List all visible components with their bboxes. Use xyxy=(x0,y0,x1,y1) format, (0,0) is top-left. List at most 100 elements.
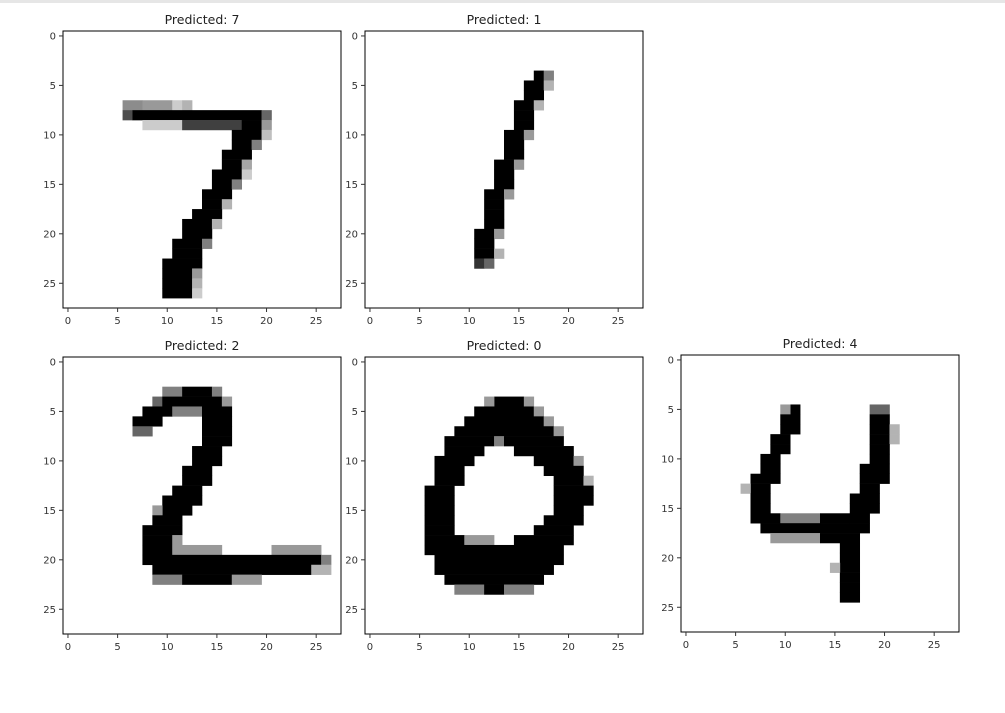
pixel-run xyxy=(211,218,223,230)
pixel-run xyxy=(504,189,515,200)
y-tick-label: 5 xyxy=(352,81,358,92)
pixel-run xyxy=(192,268,203,279)
pixel-run xyxy=(859,463,890,475)
pixel-run xyxy=(750,493,771,504)
x-tick-label: 15 xyxy=(829,640,842,651)
pixel-run xyxy=(484,258,495,269)
pixel-run xyxy=(484,199,505,210)
pixel-run xyxy=(464,535,495,546)
pixel-run xyxy=(533,525,574,536)
pixel-run xyxy=(504,436,564,447)
pixel-run xyxy=(241,169,252,180)
y-tick-label: 25 xyxy=(345,605,358,616)
pixel-run xyxy=(211,386,223,397)
y-tick-label: 0 xyxy=(668,355,674,366)
x-tick-label: 5 xyxy=(416,316,422,327)
panel-title: Predicted: 1 xyxy=(467,12,542,27)
digit-image xyxy=(424,396,594,595)
cell-output-top-border xyxy=(0,0,1005,3)
pixel-run xyxy=(553,426,564,437)
pixel-run xyxy=(740,483,751,494)
pixel-run xyxy=(424,495,455,506)
pixel-run xyxy=(849,493,880,504)
y-tick-label: 20 xyxy=(43,555,56,566)
pixel-run xyxy=(434,455,475,467)
pixel-run xyxy=(261,110,272,121)
y-tick-label: 20 xyxy=(345,555,358,566)
pixel-run xyxy=(424,505,455,516)
pixel-run xyxy=(132,416,163,427)
pixel-run xyxy=(271,544,322,556)
pixel-run xyxy=(182,465,213,477)
pixel-run xyxy=(231,139,252,151)
pixel-run xyxy=(424,525,455,536)
pixel-run xyxy=(504,584,535,595)
pixel-run xyxy=(474,406,535,417)
pixel-run xyxy=(182,120,243,131)
pixel-run xyxy=(152,505,163,516)
pixel-run xyxy=(543,70,554,81)
x-tick-label: 15 xyxy=(513,642,526,653)
x-tick-label: 25 xyxy=(310,642,323,653)
pixel-run xyxy=(573,455,584,467)
pixel-run xyxy=(839,562,861,573)
pixel-run xyxy=(533,70,545,81)
panel-background xyxy=(681,355,959,632)
pixel-run xyxy=(261,129,272,141)
panel-frame xyxy=(62,356,342,635)
pixel-run xyxy=(231,179,243,190)
x-tick-label: 5 xyxy=(114,316,120,327)
pixel-run xyxy=(780,424,801,435)
pixel-run xyxy=(869,444,890,455)
pixel-run xyxy=(494,228,505,240)
pixel-run xyxy=(132,110,262,121)
pixel-run xyxy=(162,288,193,299)
x-tick-label: 0 xyxy=(367,316,373,327)
pixel-run xyxy=(162,495,203,506)
pixel-run xyxy=(152,515,183,526)
y-tick-label: 25 xyxy=(661,603,674,614)
panel-frame xyxy=(680,354,960,633)
pixel-run xyxy=(889,434,900,445)
pixel-run xyxy=(760,463,781,475)
pixel-run xyxy=(494,436,505,447)
pixel-run xyxy=(780,404,791,415)
y-tick-label: 10 xyxy=(661,454,674,465)
y-tick-label: 5 xyxy=(50,407,56,418)
pixel-run xyxy=(543,80,554,91)
panel-4: Predicted: 0 0 5 10 15 20 25 0 5 10 15 20 25 xyxy=(345,338,644,653)
pixel-run xyxy=(869,424,890,435)
y-tick-label: 10 xyxy=(345,456,358,467)
pixel-run xyxy=(182,475,213,486)
y-tick-label: 15 xyxy=(345,506,358,517)
pixel-run xyxy=(211,169,243,180)
pixel-run xyxy=(424,535,465,546)
pixel-run xyxy=(321,554,332,566)
pixel-run xyxy=(162,505,193,516)
pixel-run xyxy=(543,416,554,427)
pixel-run xyxy=(750,473,781,484)
pixel-run xyxy=(780,513,821,524)
pixel-run xyxy=(553,485,594,496)
panel-1: Predicted: 7 0 5 10 15 20 25 0 5 10 15 20 25 xyxy=(43,12,342,327)
pixel-run xyxy=(474,228,495,240)
y-tick-label: 10 xyxy=(43,130,56,141)
y-tick-label: 5 xyxy=(352,407,358,418)
pixel-run xyxy=(494,248,505,259)
pixel-run xyxy=(494,159,515,170)
pixel-run xyxy=(444,446,485,457)
pixel-run xyxy=(513,446,574,457)
pixel-run xyxy=(182,228,213,240)
digit-image xyxy=(740,404,900,603)
y-tick-label: 20 xyxy=(43,229,56,240)
pixel-run xyxy=(162,268,193,279)
y-tick-label: 0 xyxy=(50,31,56,42)
pixel-run xyxy=(434,564,554,575)
y-tick-label: 10 xyxy=(345,130,358,141)
pixel-run xyxy=(523,129,535,141)
pixel-run xyxy=(839,592,861,603)
y-tick-label: 15 xyxy=(43,180,56,191)
pixel-run xyxy=(192,209,223,220)
pixel-run xyxy=(869,414,890,425)
pixel-run xyxy=(231,574,262,585)
